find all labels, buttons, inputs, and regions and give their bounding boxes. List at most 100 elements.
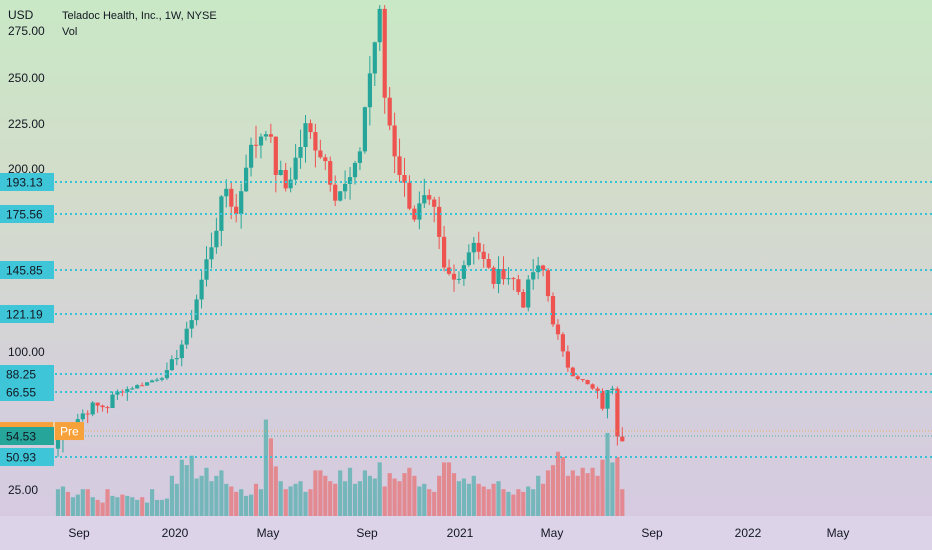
candle-body [343,183,348,192]
volume-bar [95,499,100,516]
currency-label: USD [8,8,34,22]
volume-bar [130,497,135,516]
candle-body [357,151,362,163]
candle-body [417,203,422,220]
volume-bar [427,489,432,516]
candle-body [194,299,199,321]
volume-bar [536,475,541,516]
volume-bar [303,491,308,516]
candles [55,5,625,457]
volume-bar [555,451,561,516]
candle-body [590,384,595,389]
level-label-bg [0,383,54,401]
volume-bar [432,491,437,516]
candle-body [585,380,590,385]
candle-body [407,182,412,209]
volume-bar [110,495,115,516]
level-label: 121.19 [6,308,43,322]
volume-bar [328,481,333,516]
volume-bar [442,462,447,516]
volume-bar [560,457,565,516]
candle-body [125,389,130,393]
volume-bar [595,475,600,516]
volume-bar [486,489,491,516]
volume-bar [164,498,169,516]
volume-bar [590,467,595,516]
volume-bar [456,481,461,516]
candle-body [95,402,100,406]
candle-body [214,230,219,248]
candle-body [536,265,541,273]
candle-body [506,278,511,280]
volume-bar [140,497,145,516]
candle-body [451,273,457,280]
candle-body [432,199,437,207]
volume-bar [476,483,481,516]
volume-bar [278,481,283,516]
volume-bar [333,483,338,516]
candle-body [55,439,61,449]
volume-bar [491,483,496,516]
volume-bar [100,502,105,516]
candle-body [595,388,600,391]
y-tick-label: 200.00 [8,162,45,176]
volume-bar [150,489,155,516]
candle-body [521,292,526,308]
candle-body [184,328,189,345]
y-tick-label: 25.00 [8,483,38,497]
volume-bar [382,486,387,516]
y-tick-label: 100.00 [8,345,45,359]
level-label: 193.13 [6,176,43,190]
candle-body [90,402,95,415]
volume-bar [417,486,422,516]
volume-bar [531,489,536,516]
candle-body [491,267,496,284]
volume-bar [496,481,501,516]
badge-value: 54.53 [6,430,36,444]
candle-body [179,344,184,359]
candle-body [471,242,476,253]
volume-bar [570,470,575,516]
volume-bar [422,483,427,516]
volume-bar [159,499,164,516]
candle-body [456,278,461,280]
y-tick-label: 250.00 [8,71,45,85]
candle-body [466,252,471,266]
candle-body [333,184,338,201]
candle-body [442,236,447,268]
candle-body [174,358,179,360]
candle-body [476,242,481,252]
volume-bar [273,466,278,516]
volume-bar [120,494,125,516]
volume-bar [293,483,298,516]
candle-body [298,147,303,158]
volume-bar [575,475,580,516]
candle-body [486,259,491,268]
volume-bar [204,467,209,516]
volume-bar [466,483,471,516]
candle-body [615,388,620,437]
candle-body [461,265,466,279]
candle-body [392,125,397,157]
candle-body [85,413,90,415]
candle-body [159,378,164,380]
volume-bar [605,432,610,516]
volume-bar [249,494,254,516]
volume-bar [318,470,323,516]
candle-body [605,390,610,409]
candle-body [328,161,333,185]
volume-bar [461,478,466,516]
candle-body [239,191,244,215]
level-label: 66.55 [6,386,36,400]
volume-bar [90,497,95,516]
volume-bar [125,495,130,516]
candle-body [169,359,174,371]
symbol-title[interactable]: Teladoc Health, Inc., 1W, NYSE [62,10,217,22]
volume-bar [214,475,219,516]
volume-bar [550,465,556,516]
candle-body [580,379,585,380]
candle-body [412,208,417,220]
volume-bar [229,486,234,516]
x-axis: Sep 2020 May Sep 2021 May Sep 2022 May [68,526,849,540]
